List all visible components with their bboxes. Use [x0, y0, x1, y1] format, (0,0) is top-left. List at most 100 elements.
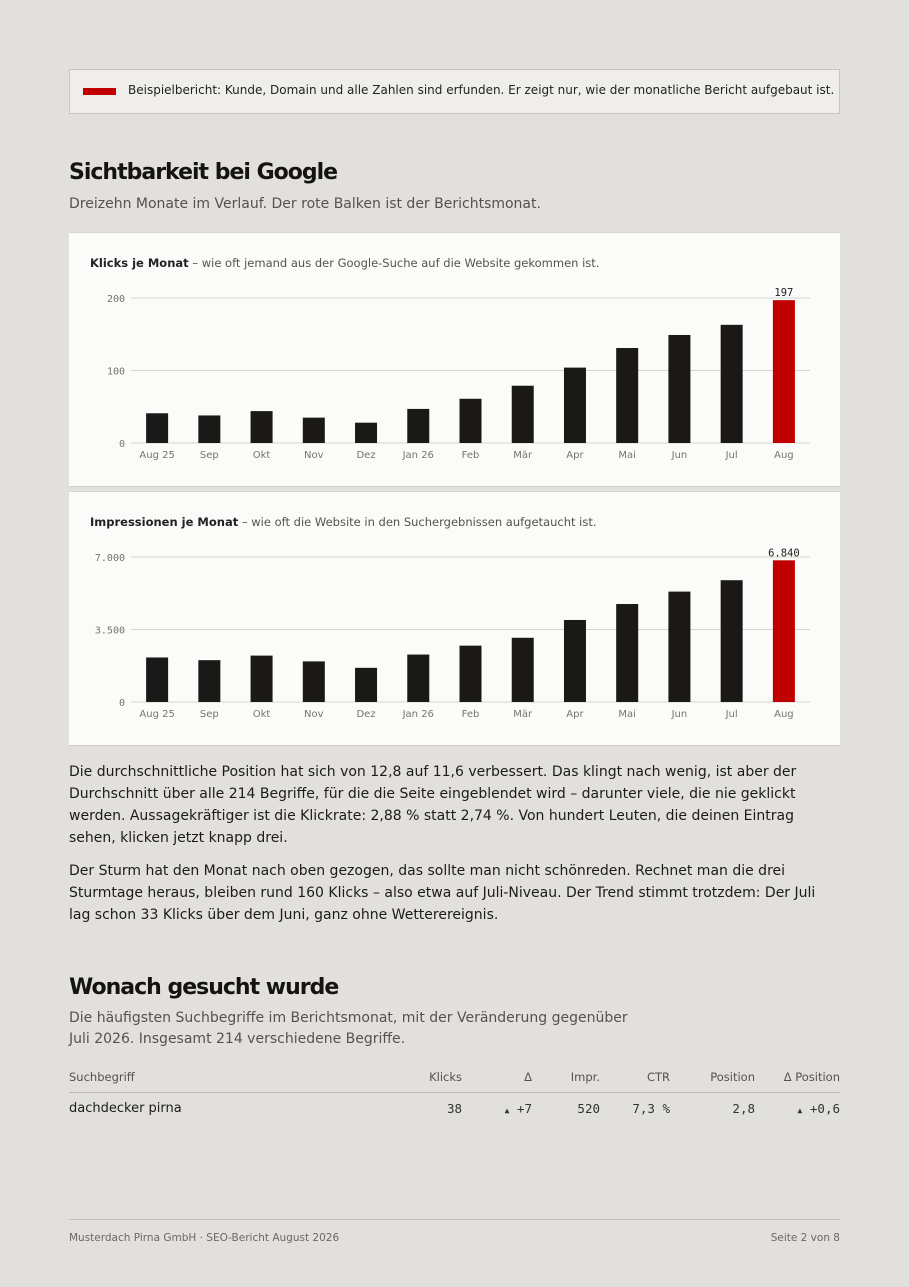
bar	[668, 591, 691, 702]
up-triangle-icon: ▲	[797, 1106, 803, 1115]
bar	[563, 619, 586, 702]
paragraph: Der Sturm hat den Monat nach oben gezoge…	[69, 863, 816, 923]
y-tick-label: 7.000	[95, 553, 125, 564]
bar	[720, 580, 743, 702]
x-tick-label: Okt	[253, 709, 271, 720]
section-title-visibility: Sichtbarkeit bei Google	[69, 160, 338, 185]
x-tick-label: Sep	[200, 709, 219, 720]
x-tick-label: Nov	[304, 709, 324, 720]
sample-notice: Beispielbericht: Kunde, Domain und alle …	[69, 69, 840, 114]
cell-delta-position: ▲ +0,6	[755, 1093, 840, 1125]
up-triangle-icon: ▲	[504, 1106, 510, 1115]
bar	[146, 657, 169, 702]
bar	[146, 413, 169, 443]
bar	[459, 398, 482, 443]
cell-ctr: 7,3 %	[632, 1101, 670, 1116]
x-tick-label: Feb	[462, 450, 480, 461]
x-tick-label: Nov	[304, 450, 324, 461]
cell-term: dachdecker pirna	[69, 1101, 182, 1116]
x-tick-label: Aug 25	[139, 709, 174, 720]
bar	[407, 408, 430, 443]
bar	[198, 415, 221, 443]
footer-left: Musterdach Pirna GmbH · SEO-Bericht Augu…	[69, 1232, 340, 1244]
x-tick-label: Mär	[513, 450, 533, 461]
x-tick-label: Aug 25	[139, 450, 174, 461]
x-tick-label: Aug	[774, 450, 794, 461]
notice-marker	[83, 88, 116, 95]
bar	[198, 660, 221, 702]
bar	[302, 417, 325, 443]
x-tick-label: Mai	[618, 709, 636, 720]
paragraph: Die durchschnittliche Position hat sich …	[69, 764, 797, 846]
y-tick-label: 200	[107, 294, 125, 305]
clicks-chart-card: Klicks je Monat – wie oft jemand aus der…	[69, 232, 840, 487]
bar	[720, 324, 743, 443]
x-tick-label: Mär	[513, 709, 533, 720]
page-footer: Musterdach Pirna GmbH · SEO-Bericht Augu…	[69, 1219, 840, 1250]
bar	[407, 654, 430, 702]
section-subtitle-queries: Die häufigsten Suchbegriffe im Berichtsm…	[69, 1010, 628, 1047]
analysis-text: Die durchschnittliche Position hat sich …	[69, 761, 840, 937]
y-tick-label: 0	[119, 439, 125, 450]
y-tick-label: 0	[119, 698, 125, 709]
x-tick-label: Dez	[356, 709, 375, 720]
bar	[250, 411, 273, 443]
x-tick-label: Feb	[462, 709, 480, 720]
highlight-bar	[772, 300, 795, 443]
y-tick-label: 100	[107, 367, 125, 378]
x-tick-label: Sep	[200, 450, 219, 461]
x-tick-label: Dez	[356, 450, 375, 461]
bar	[459, 645, 482, 702]
bar	[511, 637, 534, 702]
x-tick-label: Okt	[253, 450, 271, 461]
x-tick-label: Jan 26	[402, 709, 434, 720]
impressions-chart-caption: Impressionen je Monat – wie oft die Webs…	[90, 515, 597, 529]
clicks-chart-caption: Klicks je Monat – wie oft jemand aus der…	[90, 256, 599, 270]
table-header-row: Suchbegriff Klicks Δ Impr. CTR Position …	[69, 1066, 840, 1093]
cell-impressions: 520	[577, 1101, 600, 1116]
clicks-chart-title: Klicks je Monat	[90, 256, 189, 270]
cell-position: 2,8	[732, 1101, 755, 1116]
col-header-term: Suchbegriff	[69, 1066, 369, 1093]
col-header-delta-position: Δ Position	[755, 1066, 840, 1093]
bar	[616, 604, 639, 702]
bar	[563, 367, 586, 443]
bar	[250, 655, 273, 702]
data-label: 6.840	[768, 547, 800, 559]
bar	[355, 422, 378, 443]
x-tick-label: Jul	[725, 450, 738, 461]
clicks-chart-subtitle: – wie oft jemand aus der Google-Suche au…	[192, 256, 600, 270]
queries-table: Suchbegriff Klicks Δ Impr. CTR Position …	[69, 1066, 840, 1124]
x-tick-label: Jul	[725, 709, 738, 720]
col-header-clicks: Klicks	[369, 1066, 462, 1093]
cell-delta-value: +7	[516, 1101, 532, 1116]
col-header-impressions: Impr.	[532, 1066, 600, 1093]
x-tick-label: Apr	[566, 450, 584, 461]
bar	[511, 385, 534, 443]
col-header-ctr: CTR	[600, 1066, 670, 1093]
section-subtitle-visibility: Dreizehn Monate im Verlauf. Der rote Bal…	[69, 196, 541, 212]
table-row: dachdecker pirna 38 ▲ +7 520 7,3 % 2,8 ▲…	[69, 1093, 840, 1125]
x-tick-label: Jun	[671, 450, 688, 461]
x-tick-label: Apr	[566, 709, 584, 720]
y-tick-label: 3.500	[95, 626, 125, 637]
x-tick-label: Jan 26	[402, 450, 434, 461]
highlight-bar	[772, 560, 795, 702]
cell-delta-position-value: +0,6	[809, 1101, 840, 1116]
footer-page-number: Seite 2 von 8	[770, 1232, 840, 1244]
notice-text: Beispielbericht: Kunde, Domain und alle …	[128, 83, 835, 97]
data-label: 197	[774, 287, 793, 299]
x-tick-label: Aug	[774, 709, 794, 720]
bar	[616, 348, 639, 443]
impressions-bar-chart: 0 3.500 7.000 Aug 25 Sep Okt Nov Dez Jan 26 Feb Mä…	[95, 547, 810, 720]
bar	[302, 661, 325, 702]
impressions-chart-title: Impressionen je Monat	[90, 515, 239, 529]
bar	[668, 334, 691, 443]
section-title-queries: Wonach gesucht wurde	[69, 975, 339, 1000]
cell-clicks: 38	[446, 1101, 462, 1116]
bar	[355, 667, 378, 702]
x-tick-label: Jun	[671, 709, 688, 720]
col-header-delta: Δ	[462, 1066, 532, 1093]
col-header-position: Position	[670, 1066, 755, 1093]
impressions-chart-subtitle: – wie oft die Website in den Suchergebni…	[241, 515, 597, 529]
